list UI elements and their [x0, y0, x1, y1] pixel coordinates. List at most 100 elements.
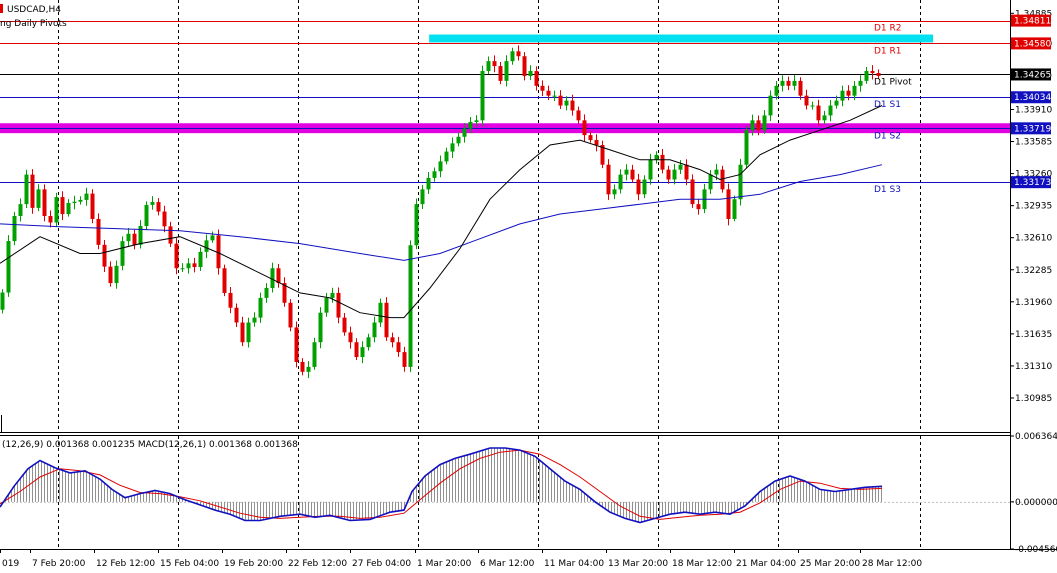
candle-body [618, 174, 623, 190]
candle-body [96, 218, 101, 245]
candle-body [234, 307, 239, 323]
candle-body [108, 266, 113, 284]
candle-body [834, 100, 839, 106]
candle-body [600, 144, 605, 165]
candle-body [210, 235, 215, 241]
candle-body [24, 174, 29, 205]
candle-body [864, 71, 869, 81]
candle-body [666, 169, 671, 180]
candle-body [564, 100, 569, 106]
indicator-label: ng Daily Pivots [0, 19, 67, 29]
candle-body [738, 164, 743, 200]
candle-body [726, 189, 731, 219]
time-tick-label: 1 Mar 20:00 [417, 559, 472, 569]
candle-body [858, 80, 863, 86]
candle-body [852, 85, 857, 96]
candle-body [48, 216, 53, 223]
candle-body [198, 251, 203, 268]
time-tick-label: 19 Feb 20:00 [224, 559, 283, 569]
candle-body [468, 121, 473, 129]
candle-body [192, 263, 197, 268]
candle-body [102, 244, 107, 267]
candle-body [246, 322, 251, 343]
candle-body [780, 80, 785, 86]
candle-body [120, 241, 125, 266]
candle-body [498, 66, 503, 81]
price-tick-label: 1.31635 [1015, 330, 1052, 340]
candle-body [390, 337, 395, 343]
candle-body [774, 85, 779, 96]
candle-body [660, 154, 665, 170]
price-tick-label: 1.34885 [1015, 9, 1052, 19]
time-tick-label: 21 Mar 04:00 [736, 559, 796, 569]
candle-body [438, 161, 443, 172]
candle-body [642, 179, 647, 195]
candle-body [258, 297, 263, 318]
candle-body [678, 164, 683, 170]
pivot-name-label: D1 Pivot [874, 78, 912, 88]
candle-body [294, 327, 299, 362]
candle-body [342, 317, 347, 333]
candle-body [732, 199, 737, 219]
price-tick-label: 1.32285 [1015, 266, 1052, 276]
candle-body [672, 169, 677, 180]
candle-body [534, 71, 539, 86]
candle-body [690, 179, 695, 205]
candle-body [222, 268, 227, 293]
candle-body [12, 216, 17, 242]
candle-body [708, 174, 713, 190]
candle-body [474, 120, 479, 122]
candle-body [0, 292, 5, 310]
candle-body [60, 197, 65, 215]
candle-body [180, 268, 185, 270]
time-tick-label: 7 Feb 20:00 [32, 559, 86, 569]
candle-body [810, 105, 815, 107]
candle-body [492, 61, 497, 67]
pivot-name-label: D1 S3 [874, 185, 901, 195]
candle-body [162, 211, 167, 227]
candle-body [138, 226, 143, 245]
zone-resistance [429, 34, 933, 43]
price-tick-label: 1.33910 [1015, 106, 1052, 116]
candle-body [204, 240, 209, 252]
pivot-price-tag [1011, 14, 1051, 27]
candle-body [408, 245, 413, 367]
slow-moving-average [0, 164, 883, 261]
candle-body [636, 179, 641, 195]
candle-body [228, 292, 233, 308]
candle-body [594, 140, 599, 145]
time-tick-label: 12 Feb 12:00 [96, 559, 155, 569]
candle-body [654, 154, 659, 160]
candle-body [624, 169, 629, 175]
candle-body [360, 347, 365, 358]
pivot-price-tag [1011, 122, 1051, 135]
pivot-price-tag [1011, 37, 1051, 50]
price-axis: 1.34885 1.34580 1.34265 1.33910 1.33585 1.332… [1010, 9, 1052, 404]
macd-label: (12,26,9) 0.001368 0.001235 MACD(12,26,1… [2, 440, 298, 450]
fast-moving-average [0, 105, 883, 319]
candle-body [432, 171, 437, 178]
price-tick-label: 1.33260 [1015, 170, 1052, 180]
candle-body [276, 268, 281, 284]
candle-body [750, 120, 755, 131]
pivot-name-label: D1 R2 [874, 24, 902, 34]
candle-body [486, 61, 491, 72]
candle-body [150, 202, 155, 205]
candle-body [696, 204, 701, 210]
candle-body [744, 130, 749, 165]
candle-body [648, 159, 653, 180]
pivot-price-label: 1.34580 [1014, 39, 1051, 49]
candle-body [528, 71, 533, 76]
symbol-marker-icon [0, 4, 3, 13]
candle-body [348, 332, 353, 343]
candle-body [264, 288, 269, 298]
candle-body [156, 202, 161, 212]
candle-body [840, 90, 845, 101]
candle-body [288, 302, 293, 328]
pivot-name-label: D1 S1 [874, 100, 901, 110]
candles [0, 45, 881, 379]
time-tick-label: 25 Mar 20:00 [800, 559, 860, 569]
macd-tick-label: 0.006364 [1015, 432, 1057, 442]
candle-body [384, 302, 389, 338]
time-tick-label: 15 Feb 04:00 [160, 559, 219, 569]
